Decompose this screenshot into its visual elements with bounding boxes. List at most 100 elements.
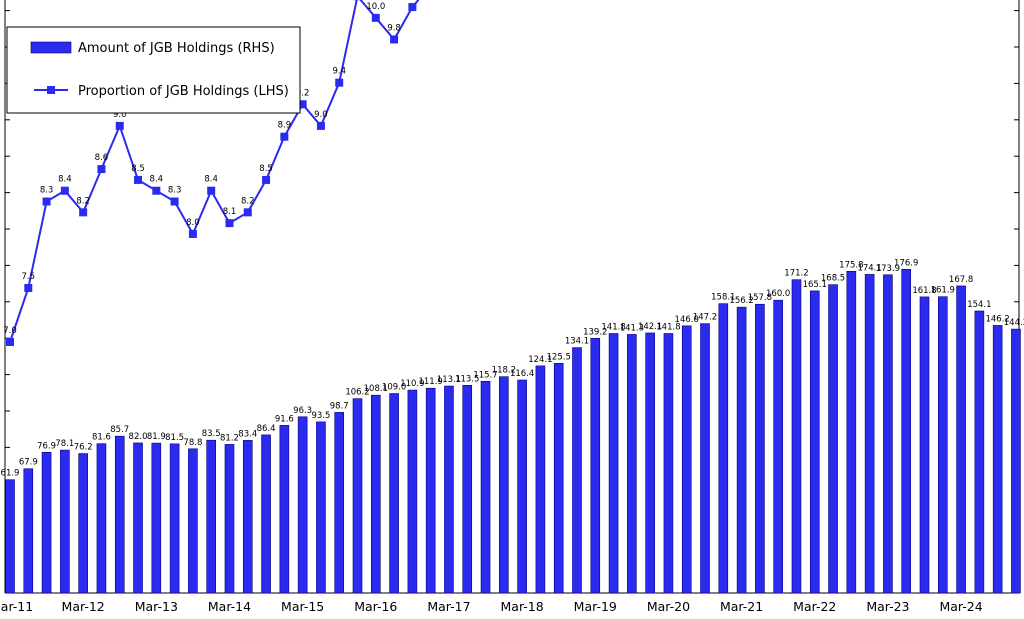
line-marker <box>316 121 325 130</box>
bar <box>773 299 783 594</box>
bar <box>114 435 125 594</box>
bar-label: 108.1 <box>364 384 388 394</box>
bar <box>224 444 235 594</box>
bar-label: 83.5 <box>202 429 221 439</box>
bar <box>517 379 527 594</box>
line-label: 8.0 <box>186 218 200 228</box>
bar <box>279 425 290 594</box>
bar-label: 161.9 <box>931 286 955 296</box>
bar-label: 83.4 <box>238 429 257 439</box>
bar <box>590 337 601 594</box>
bar-label: 67.9 <box>19 458 38 468</box>
bar-label: 157.8 <box>748 293 772 303</box>
bar <box>242 440 253 594</box>
bar <box>425 387 436 594</box>
bar <box>864 274 875 594</box>
bar-label: 161.8 <box>912 286 936 296</box>
bar-label: 146.0 <box>675 315 699 325</box>
line-label: 10.1 <box>403 0 422 1</box>
line-marker <box>280 132 289 141</box>
x-tick-label: Mar-15 <box>281 599 324 614</box>
bar-label: 76.9 <box>37 441 56 451</box>
line-marker <box>371 13 380 22</box>
bar <box>553 363 564 594</box>
line-marker <box>97 165 106 174</box>
x-tick-label: Mar-19 <box>574 599 617 614</box>
bar-label: 168.5 <box>821 274 845 284</box>
bar-label: 111.9 <box>418 377 442 387</box>
bar <box>846 270 857 594</box>
bar-label: 147.2 <box>693 313 717 323</box>
legend: Amount of JGB Holdings (RHS) Proportion … <box>6 26 301 114</box>
bar <box>992 325 1003 594</box>
bar-label: 91.6 <box>275 414 294 424</box>
bar <box>169 443 180 594</box>
x-tick-label: Mar-14 <box>208 599 251 614</box>
bar <box>188 448 198 594</box>
bar-label: 82.0 <box>129 432 148 442</box>
bar-label: 116.4 <box>510 369 534 379</box>
bar <box>718 303 729 594</box>
line-label: 8.2 <box>76 196 90 206</box>
bar <box>297 416 308 594</box>
bar-data-labels: 61.967.9 76.9 78.1 76.281.685.782.0 81.9 81.5… <box>1 258 1024 478</box>
bar <box>535 365 546 594</box>
bar-label: 113.5 <box>455 374 479 384</box>
bar-label: 158.1 <box>711 293 735 303</box>
legend-line-label: Proportion of JGB Holdings (LHS) <box>78 84 289 99</box>
bar <box>480 380 491 594</box>
line-label: 8.3 <box>168 186 182 196</box>
x-tick-label: Mar-20 <box>647 599 690 614</box>
x-tick-label: Mar-16 <box>354 599 397 614</box>
bar-label: 174.1 <box>857 263 881 273</box>
bar <box>956 285 966 594</box>
bar <box>370 394 381 594</box>
line-marker <box>134 175 143 184</box>
x-tick-label: Mar-18 <box>501 599 544 614</box>
bar <box>261 434 271 594</box>
legend-box <box>6 26 301 114</box>
bar-label: 156.2 <box>729 296 753 306</box>
bar <box>41 451 52 594</box>
bar <box>407 389 418 594</box>
bar-label: 113.1 <box>437 375 461 385</box>
x-tick-label: Mar-17 <box>427 599 470 614</box>
bar <box>974 310 985 594</box>
bar <box>901 268 912 594</box>
line-data-labels: 7.0 7.5 8.3 8.4 8.2 8.6 9.0 8.5 8.4 8.3 8.0 8.4 8.1 8… <box>3 0 422 336</box>
bar-label: 146.2 <box>985 314 1009 324</box>
bar-label: 144.2 <box>1004 318 1024 328</box>
line-marker <box>6 338 14 346</box>
bar-label: 118.2 <box>492 366 516 376</box>
line-marker <box>115 121 124 130</box>
line-label: 8.4 <box>204 175 218 185</box>
bar-label: 78.8 <box>183 438 202 448</box>
line-label: 9.0 <box>113 110 127 120</box>
bar-label: 141.8 <box>656 323 680 333</box>
bar <box>389 393 399 594</box>
bar <box>133 442 143 594</box>
bar <box>572 347 582 594</box>
bar-label: 173.9 <box>876 264 900 274</box>
bar <box>627 334 637 594</box>
line-marker <box>24 283 33 292</box>
x-tick-label: Mar-24 <box>939 599 982 614</box>
bar <box>755 303 765 594</box>
bar-label: 141.3 <box>620 323 644 333</box>
line-label: 8.3 <box>40 186 54 196</box>
bar-label: 76.2 <box>74 443 93 453</box>
bar <box>1011 328 1021 594</box>
bar-label: 141.8 <box>601 323 625 333</box>
bar <box>444 385 454 594</box>
bar <box>23 468 34 594</box>
bar <box>736 306 747 594</box>
proportion-line <box>9 0 420 343</box>
bar <box>937 296 948 594</box>
line-label: 9.0 <box>314 110 328 120</box>
line-label: 9.2 <box>296 88 310 98</box>
bar-label: 124.1 <box>528 355 552 365</box>
line-label: 8.5 <box>131 164 145 174</box>
x-tick-label: ar-11 <box>1 599 33 614</box>
bar <box>151 442 162 594</box>
